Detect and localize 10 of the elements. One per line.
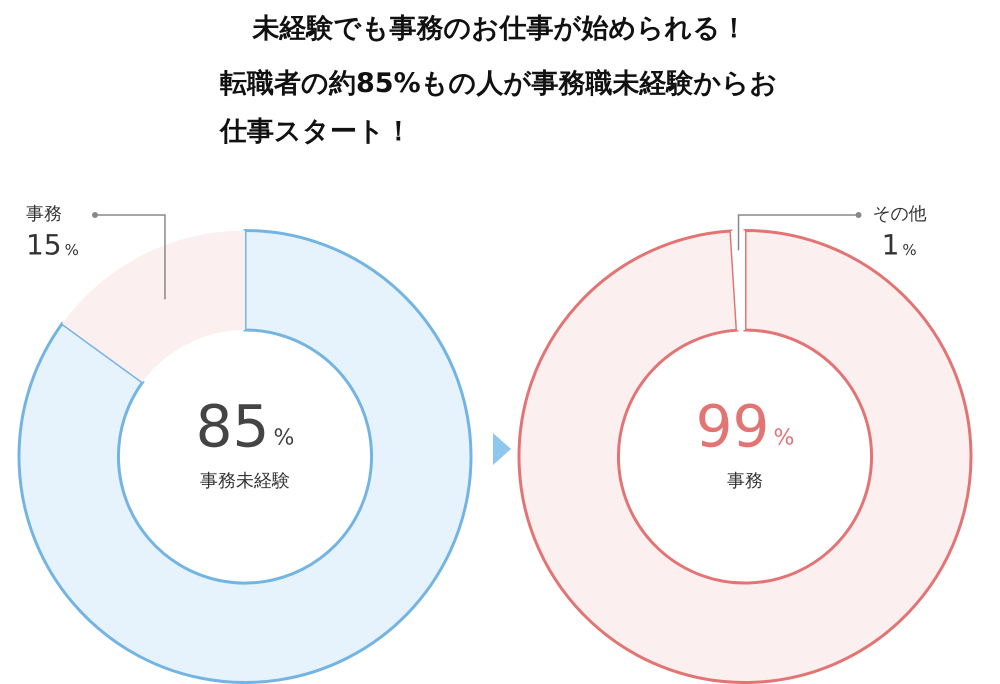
slice-label: 事務 <box>26 204 62 225</box>
slice-label: 事務未経験 <box>200 470 290 492</box>
data-label: 99% <box>696 392 794 460</box>
data-label: 1% <box>882 228 917 262</box>
data-label: 15% <box>26 228 79 262</box>
chart-title: 未経験でも事務のお仕事が始められる！ <box>251 12 748 46</box>
chart-subtitle: 転職者の約85%もの人が事務職未経験からお仕事スタート！ <box>220 67 779 149</box>
data-label: 85% <box>196 392 294 460</box>
slice-label: 事務 <box>727 470 763 492</box>
slice-label: その他 <box>872 204 927 225</box>
